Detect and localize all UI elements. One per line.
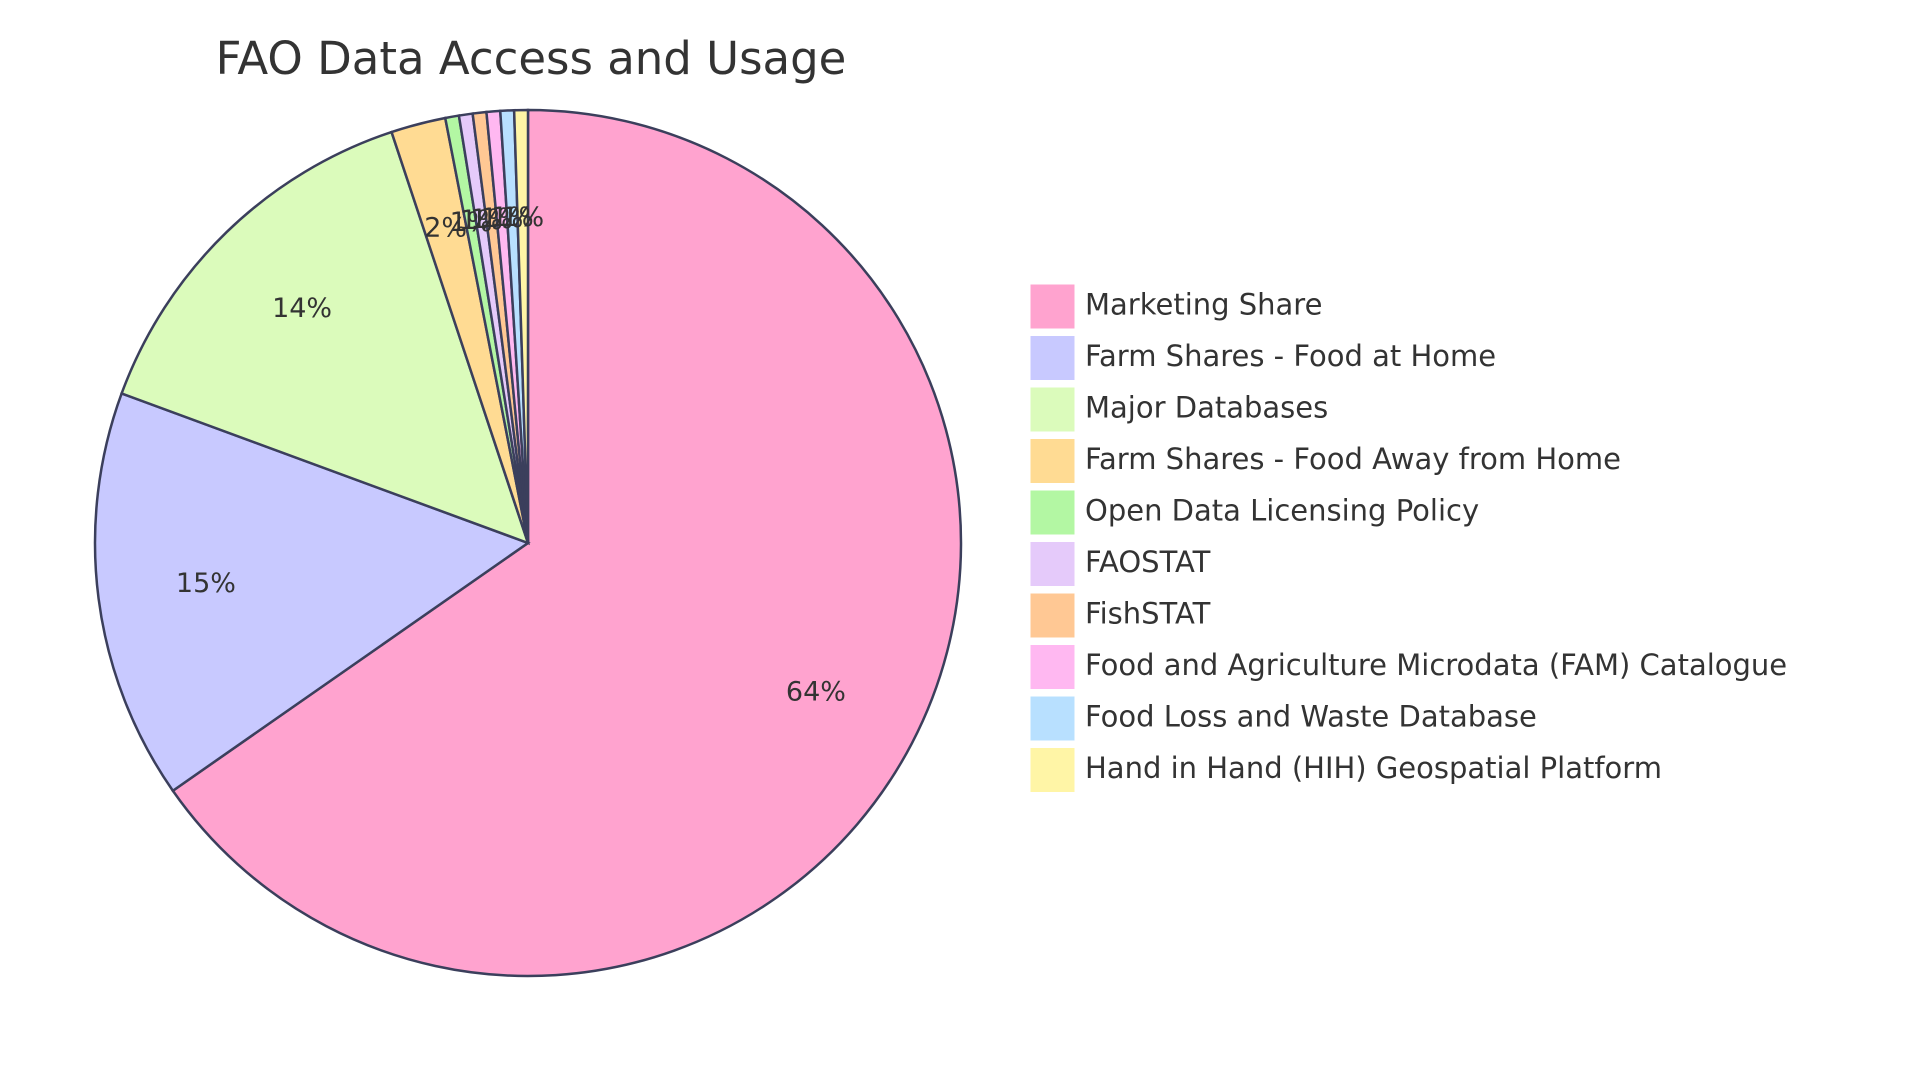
- chart-title: FAO Data Access and Usage: [216, 32, 847, 85]
- slice-label-marketing-share: 64%: [786, 677, 846, 708]
- legend-item-food-and-agriculture-microdata-fam-catalogue: Food and Agriculture Microdata (FAM) Cat…: [1030, 645, 1787, 689]
- slice-label-farm-shares-food-at-home: 15%: [176, 568, 236, 599]
- pie-slice-major-databases: [120, 130, 531, 546]
- legend-swatch-farm-shares-food-away-from-home: [1030, 439, 1075, 483]
- slice-label-fishstat: 1%: [470, 204, 513, 235]
- pie-slices: [93, 108, 963, 978]
- legend-swatch-open-data-licensing-policy: [1030, 490, 1075, 535]
- legend-label-food-and-agriculture-microdata-fam-catalogue: Food and Agriculture Microdata (FAM) Cat…: [1085, 648, 1787, 682]
- legend-item-marketing-share: Marketing Share: [1030, 284, 1322, 329]
- slice-label-food-and-agriculture-microdata-fam-catalogue: 1%: [481, 203, 524, 234]
- slice-label-major-databases: 14%: [272, 293, 332, 324]
- legend-item-major-databases: Major Databases: [1030, 387, 1328, 432]
- legend-swatch-hand-in-hand-hih-geospatial-platform: [1030, 748, 1075, 792]
- legend-label-faostat: FAOSTAT: [1085, 545, 1211, 579]
- legend-item-fishstat: FishSTAT: [1030, 593, 1211, 638]
- slice-label-food-loss-and-waste-database: 1%: [491, 202, 534, 233]
- pie-slice-marketing-share: [171, 108, 963, 978]
- legend-item-food-loss-and-waste-database: Food Loss and Waste Database: [1030, 696, 1537, 741]
- legend-swatch-major-databases: [1030, 387, 1075, 432]
- slice-label-open-data-licensing-policy: 1%: [450, 207, 493, 238]
- slice-label-hand-in-hand-hih-geospatial-platform: 1%: [501, 202, 544, 233]
- legend-label-farm-shares-food-away-from-home: Farm Shares - Food Away from Home: [1085, 442, 1621, 476]
- pie-slice-farm-shares-food-at-home: [93, 391, 531, 793]
- legend: Marketing Share Farm Shares - Food at Hom…: [1030, 284, 1787, 792]
- legend-swatch-food-loss-and-waste-database: [1030, 696, 1075, 741]
- legend-swatch-faostat: [1030, 542, 1075, 586]
- legend-label-open-data-licensing-policy: Open Data Licensing Policy: [1085, 494, 1479, 528]
- legend-item-hand-in-hand-hih-geospatial-platform: Hand in Hand (HIH) Geospatial Platform: [1030, 748, 1662, 792]
- legend-swatch-farm-shares-food-at-home: [1030, 336, 1075, 380]
- legend-label-farm-shares-food-at-home: Farm Shares - Food at Home: [1085, 339, 1496, 373]
- legend-item-open-data-licensing-policy: Open Data Licensing Policy: [1030, 490, 1479, 535]
- pie-slice-labels: 64%15%14%2%1%1%1%1%1%1%: [176, 202, 846, 708]
- legend-item-faostat: FAOSTAT: [1030, 542, 1211, 586]
- legend-label-fishstat: FishSTAT: [1085, 597, 1211, 631]
- legend-swatch-marketing-share: [1030, 284, 1075, 329]
- legend-label-hand-in-hand-hih-geospatial-platform: Hand in Hand (HIH) Geospatial Platform: [1085, 751, 1662, 785]
- legend-item-farm-shares-food-at-home: Farm Shares - Food at Home: [1030, 336, 1496, 380]
- pie-slice-hand-in-hand-hih-geospatial-platform: [512, 108, 530, 544]
- slice-label-farm-shares-food-away-from-home: 2%: [424, 212, 467, 243]
- legend-label-major-databases: Major Databases: [1085, 391, 1328, 425]
- legend-item-farm-shares-food-away-from-home: Farm Shares - Food Away from Home: [1030, 439, 1621, 483]
- legend-label-marketing-share: Marketing Share: [1085, 288, 1322, 322]
- legend-swatch-food-and-agriculture-microdata-fam-catalogue: [1030, 645, 1075, 689]
- legend-label-food-loss-and-waste-database: Food Loss and Waste Database: [1085, 700, 1537, 734]
- slice-label-faostat: 1%: [460, 205, 503, 236]
- legend-swatch-fishstat: [1030, 593, 1075, 638]
